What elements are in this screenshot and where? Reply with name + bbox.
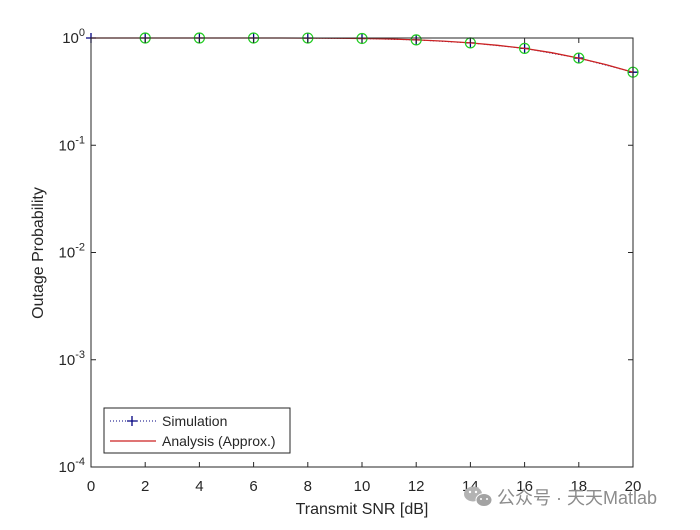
series-2-point xyxy=(573,52,585,64)
y-tick-label: 10-3 xyxy=(59,349,85,369)
legend-box xyxy=(103,407,291,454)
legend-simulation-label: Simulation xyxy=(162,413,227,429)
y-tick-label: 10-1 xyxy=(59,134,85,154)
x-axis-label: Transmit SNR [dB] xyxy=(296,501,429,518)
watermark: 公众号 · 天天Matlab xyxy=(464,486,657,508)
y-tick-label: 10-4 xyxy=(59,456,85,476)
x-tick-label: 20 xyxy=(625,478,642,495)
x-tick-label: 2 xyxy=(141,478,149,495)
watermark-text: 公众号 · 天天Matlab xyxy=(497,488,657,508)
series-2-point xyxy=(410,34,422,46)
legend-simulation-marker xyxy=(127,416,137,426)
legend: Simulation Analysis (Approx.) xyxy=(103,407,291,454)
series-2-point xyxy=(518,42,531,54)
x-tick-label: 18 xyxy=(570,478,587,495)
y-tick-label: 100 xyxy=(62,27,85,47)
y-axis-label: Outage Probability xyxy=(30,187,47,319)
x-tick-label: 8 xyxy=(304,478,312,495)
x-tick-label: 4 xyxy=(195,478,203,495)
plot-frame xyxy=(90,37,634,468)
x-tick-label: 10 xyxy=(354,478,371,495)
y-tick-label: 10-2 xyxy=(59,242,85,262)
wechat-icon xyxy=(464,486,493,507)
legend-analysis-label: Analysis (Approx.) xyxy=(162,433,276,449)
x-tick-label: 16 xyxy=(516,478,533,495)
x-tick-label: 6 xyxy=(249,478,257,495)
plot-area xyxy=(91,38,633,467)
x-tick-label: 0 xyxy=(87,478,95,495)
x-tick-label: 12 xyxy=(408,478,425,495)
